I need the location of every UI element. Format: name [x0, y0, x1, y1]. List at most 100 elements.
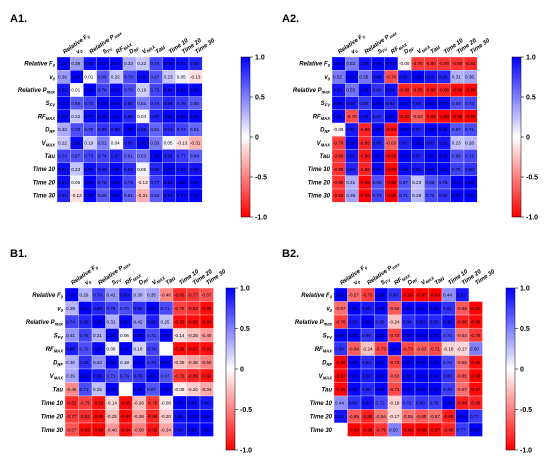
cell-value-label: -0.70	[386, 74, 397, 79]
cell-value-label: 0.72	[403, 400, 412, 405]
cell-value-label: 0.99	[465, 180, 474, 185]
cell-value-label: -0.57	[430, 414, 441, 419]
cell-value-label: -0.86	[147, 414, 158, 419]
cell-value-label: 0.85	[124, 140, 133, 145]
cell-value-label: 1.00	[399, 127, 408, 132]
colorbar-tick-label: -1.0	[240, 448, 252, 455]
cell-value-label: 1.00	[107, 387, 116, 392]
column-label: RFMAX	[115, 41, 133, 56]
cell-value-label: -0.36	[134, 414, 145, 419]
cell-value-label: 0.74	[124, 180, 133, 185]
cell-value-label: 1.00	[174, 400, 183, 405]
cell-value-label: -0.75	[80, 400, 91, 405]
cell-value-label: 1.00	[98, 101, 107, 106]
cell-value-label: 0.50	[470, 346, 479, 351]
cell-value-label: -0.57	[457, 387, 468, 392]
cell-value-label: -0.36	[188, 360, 199, 365]
cell-value-label: 0.85	[111, 127, 120, 132]
cell-value-label: 0.23	[452, 140, 461, 145]
cell-value-label: -0.46	[161, 292, 172, 297]
cell-value-label: 1.00	[71, 74, 80, 79]
colorbar-tick-label: 1.0	[255, 55, 265, 62]
cell-value-label: 0.87	[412, 127, 421, 132]
cell-value-label: -0.75	[174, 306, 185, 311]
cell-value-label: 0.91	[346, 154, 355, 159]
cell-value-label: 1.00	[443, 400, 452, 405]
cell-value-label: 0.50	[389, 427, 398, 432]
cell-value-label: 0.98	[58, 114, 67, 119]
cell-value-label: 0.75	[107, 306, 116, 311]
cell-value-label: 0.92	[58, 88, 67, 93]
cell-value-label: 0.25	[93, 387, 102, 392]
row-label: Relative Pmax	[26, 320, 64, 327]
row-label: RFMAX	[315, 347, 333, 354]
cell-value-label: 0.53	[137, 154, 146, 159]
cell-value-label: 0.77	[150, 180, 159, 185]
cell-value-label: 0.86	[150, 167, 159, 172]
row-label: Time 30	[310, 428, 333, 434]
cell-value-label: 0.99	[376, 292, 385, 297]
heatmap-panel-4: B2.1.00 -0.57 -0.76 0.99 0.80 -0.99 -0.97 -0.99…	[282, 248, 532, 455]
cell-value-label: -0.13	[71, 193, 82, 198]
column-label: RFMAX	[390, 41, 408, 56]
cell-value-label: 0.79	[147, 360, 156, 365]
cell-value-label: 0.98	[333, 114, 342, 119]
cell-value-label: -0.06	[333, 127, 344, 132]
cell-value-label: 0.96	[137, 74, 146, 79]
row-label: v0	[49, 75, 55, 82]
cell-value-label: -0.73	[403, 346, 414, 351]
cell-value-label: -0.06	[399, 61, 410, 66]
colorbar-tick-label: -0.5	[520, 407, 532, 414]
cell-value-label: 0.99	[430, 373, 439, 378]
cell-value-label: 0.86	[346, 167, 355, 172]
cell-value-label: 0.23	[412, 180, 421, 185]
cell-value-label: -0.99	[470, 373, 481, 378]
row-label: SFV	[54, 333, 65, 340]
cell-value-label: 0.05	[164, 140, 173, 145]
cell-value-label: 0.94	[84, 167, 93, 172]
column-label: SFV	[380, 276, 392, 287]
cell-value-label: 0.70	[71, 127, 80, 132]
cell-value-label: 0.96	[58, 167, 67, 172]
row-label: Time 10	[41, 401, 64, 407]
cell-value-label: 0.35	[147, 292, 156, 297]
cell-value-label: -0.99	[465, 114, 476, 119]
cell-value-label: 0.04	[137, 114, 146, 119]
cell-value-label: 1.00	[349, 306, 358, 311]
cell-value-label: -0.57	[335, 306, 346, 311]
colorbar-tick-label: -1.0	[526, 215, 538, 222]
cell-value-label: 0.83	[164, 127, 173, 132]
row-label: Relative Pmax	[18, 88, 56, 95]
row-label: VMAX	[319, 374, 333, 381]
cell-value-label: 0.99	[134, 333, 143, 338]
heatmap-cell	[118, 382, 133, 397]
colorbar-tick-label: 1.0	[520, 286, 530, 293]
cell-value-label: -0.94	[201, 346, 212, 351]
cell-value-label: -0.96	[470, 360, 481, 365]
cell-value-label: 0.99	[452, 193, 461, 198]
row-label: DRF	[322, 360, 332, 367]
cell-value-label: -0.88	[457, 400, 468, 405]
cell-value-label: 0.86	[412, 101, 421, 106]
colorbar	[240, 56, 251, 218]
cell-value-label: 0.85	[362, 387, 371, 392]
cell-value-label: -0.86	[443, 427, 454, 432]
cell-value-label: 0.68	[425, 180, 434, 185]
cell-value-label: -0.18	[443, 346, 454, 351]
cell-value-label: 0.96	[164, 61, 173, 66]
cell-value-label: 1.00	[399, 101, 408, 106]
cell-value-label: -0.86	[359, 167, 370, 172]
cell-value-label: 0.85	[137, 127, 146, 132]
cell-value-label: 0.99	[416, 360, 425, 365]
cell-value-label: 1.00	[389, 346, 398, 351]
cell-value-label: -0.17	[389, 414, 400, 419]
cell-value-label: -0.86	[188, 373, 199, 378]
column-label: RFMAX	[393, 272, 411, 287]
cell-value-label: -0.13	[137, 180, 148, 185]
cell-value-label: -0.93	[93, 400, 104, 405]
cell-value-label: 0.91	[335, 414, 344, 419]
cell-value-label: 0.91	[412, 167, 421, 172]
colorbar	[225, 287, 236, 451]
cell-value-label: 0.98	[111, 167, 120, 172]
cell-value-label: 0.99	[430, 333, 439, 338]
